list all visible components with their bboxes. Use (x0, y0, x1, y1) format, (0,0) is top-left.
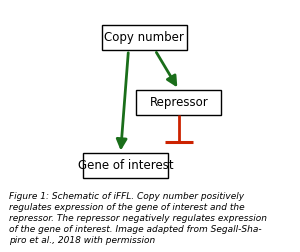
Text: piro et al., 2018 with permission: piro et al., 2018 with permission (9, 236, 156, 245)
FancyBboxPatch shape (102, 25, 187, 50)
Text: Gene of interest: Gene of interest (78, 159, 174, 172)
FancyBboxPatch shape (83, 153, 168, 178)
Text: of the gene of interest. Image adapted from Segall-Sha-: of the gene of interest. Image adapted f… (9, 225, 262, 234)
Text: Figure 1: Schematic of iFFL. Copy number positively: Figure 1: Schematic of iFFL. Copy number… (9, 192, 244, 201)
Text: Copy number: Copy number (104, 31, 184, 44)
Text: repressor. The repressor negatively regulates expression: repressor. The repressor negatively regu… (9, 214, 267, 223)
Text: regulates expression of the gene of interest and the: regulates expression of the gene of inte… (9, 203, 245, 212)
Text: Repressor: Repressor (149, 96, 208, 109)
FancyBboxPatch shape (136, 90, 221, 115)
